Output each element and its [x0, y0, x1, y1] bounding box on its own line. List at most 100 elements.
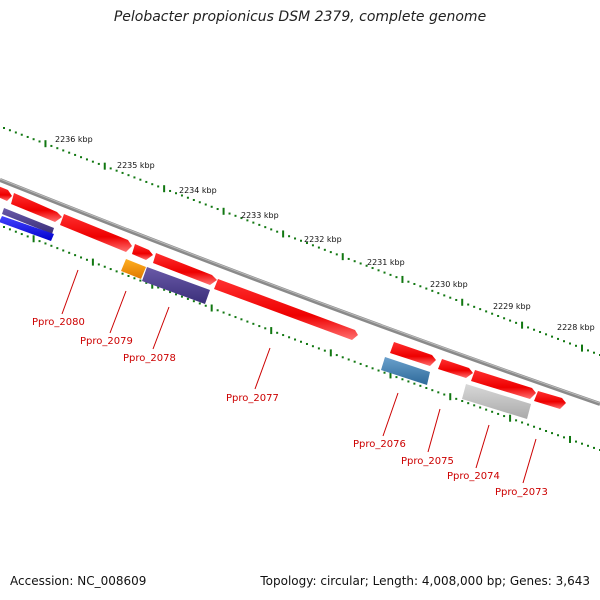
minor-tick — [575, 440, 578, 443]
minor-tick — [62, 149, 65, 152]
major-tick — [401, 275, 404, 283]
minor-tick — [26, 235, 29, 238]
gene-arrow[interactable] — [153, 253, 217, 285]
minor-tick — [563, 436, 566, 439]
scale-label-2229: 2229 kbp — [493, 302, 531, 311]
gene-block-steel[interactable] — [381, 357, 430, 385]
minor-tick — [14, 230, 17, 233]
minor-tick — [186, 196, 189, 199]
minor-tick — [169, 189, 172, 192]
minor-tick — [127, 174, 130, 177]
gene-arrow[interactable] — [214, 279, 358, 340]
minor-tick — [204, 203, 207, 206]
minor-tick — [50, 244, 53, 247]
gene-arrow[interactable] — [471, 370, 536, 399]
minor-tick — [587, 444, 590, 447]
gene-arrow[interactable] — [390, 342, 436, 366]
minor-tick — [491, 410, 494, 413]
minor-tick — [139, 279, 142, 282]
minor-tick — [395, 376, 398, 379]
gene-block-orange[interactable] — [121, 259, 146, 279]
minor-tick — [515, 419, 518, 422]
minor-tick — [228, 313, 231, 316]
minor-tick — [365, 365, 368, 368]
minor-tick — [74, 254, 77, 257]
minor-tick — [294, 338, 297, 341]
minor-tick — [115, 169, 118, 172]
minor-tick — [180, 295, 183, 298]
minor-tick — [180, 194, 183, 197]
minor-tick — [359, 362, 362, 365]
gene-arrow[interactable] — [534, 391, 566, 409]
gene-block-blue[interactable] — [0, 216, 54, 241]
major-tick — [581, 344, 584, 352]
minor-tick — [461, 400, 464, 403]
genome-backbone-highlight — [0, 178, 600, 404]
gene-arrow[interactable] — [132, 244, 153, 260]
minor-tick — [145, 180, 148, 183]
minor-tick — [127, 274, 130, 277]
gene-block-purple[interactable] — [142, 267, 210, 304]
gene-label-ppro-2076[interactable]: Ppro_2076 — [353, 439, 406, 450]
major-tick — [329, 349, 332, 357]
minor-tick — [407, 280, 410, 283]
leader-line — [522, 438, 537, 484]
minor-tick — [240, 217, 243, 220]
minor-tick — [258, 325, 261, 328]
minor-tick — [479, 308, 482, 311]
minor-tick — [557, 434, 560, 437]
minor-tick — [473, 404, 476, 407]
minor-tick — [157, 286, 160, 289]
gene-label-ppro-2075[interactable]: Ppro_2075 — [401, 456, 454, 467]
minor-tick — [425, 287, 428, 290]
gene-arrow[interactable] — [11, 193, 62, 222]
gene-label-ppro-2073[interactable]: Ppro_2073 — [495, 487, 548, 498]
leader-line — [152, 306, 170, 350]
gene-label-ppro-2077[interactable]: Ppro_2077 — [226, 393, 279, 404]
minor-tick — [8, 228, 11, 231]
leader-line — [382, 392, 399, 437]
major-tick — [103, 162, 106, 170]
minor-tick — [3, 226, 5, 228]
gene-label-ppro-2079[interactable]: Ppro_2079 — [80, 336, 133, 347]
gene-block-gray[interactable] — [462, 384, 531, 419]
minor-tick — [246, 219, 249, 222]
minor-tick — [288, 235, 291, 238]
minor-tick — [68, 151, 71, 154]
reverse-genes — [0, 208, 531, 419]
minor-tick — [50, 144, 53, 147]
gene-label-ppro-2078[interactable]: Ppro_2078 — [123, 353, 176, 364]
minor-tick — [551, 432, 554, 435]
gene-label-ppro-2074[interactable]: Ppro_2074 — [447, 471, 500, 482]
minor-tick — [305, 342, 308, 345]
minor-tick — [587, 349, 590, 352]
minor-tick — [56, 247, 59, 250]
minor-tick — [300, 239, 302, 242]
minor-tick — [210, 205, 213, 208]
minor-tick — [317, 347, 320, 350]
gene-arrow[interactable] — [0, 186, 12, 201]
minor-tick — [551, 335, 554, 338]
minor-tick — [383, 271, 386, 274]
major-tick — [151, 281, 154, 289]
gene-label-ppro-2080[interactable]: Ppro_2080 — [32, 317, 85, 328]
minor-tick — [569, 342, 572, 345]
gene-arrow[interactable] — [60, 214, 132, 252]
minor-tick — [97, 263, 100, 266]
gene-arrow[interactable] — [438, 359, 473, 378]
major-tick — [163, 185, 166, 193]
minor-tick — [317, 246, 320, 249]
gene-block-purple[interactable] — [2, 208, 54, 234]
minor-tick — [282, 334, 285, 337]
minor-tick — [216, 309, 219, 312]
minor-tick — [97, 162, 100, 165]
minor-tick — [62, 249, 65, 252]
forward-genes — [0, 186, 566, 409]
minor-tick — [192, 300, 195, 303]
minor-tick — [413, 282, 416, 285]
major-tick — [282, 230, 285, 238]
major-tick — [569, 435, 572, 443]
minor-tick — [437, 391, 440, 394]
minor-tick — [14, 131, 17, 134]
minor-tick — [473, 305, 476, 308]
